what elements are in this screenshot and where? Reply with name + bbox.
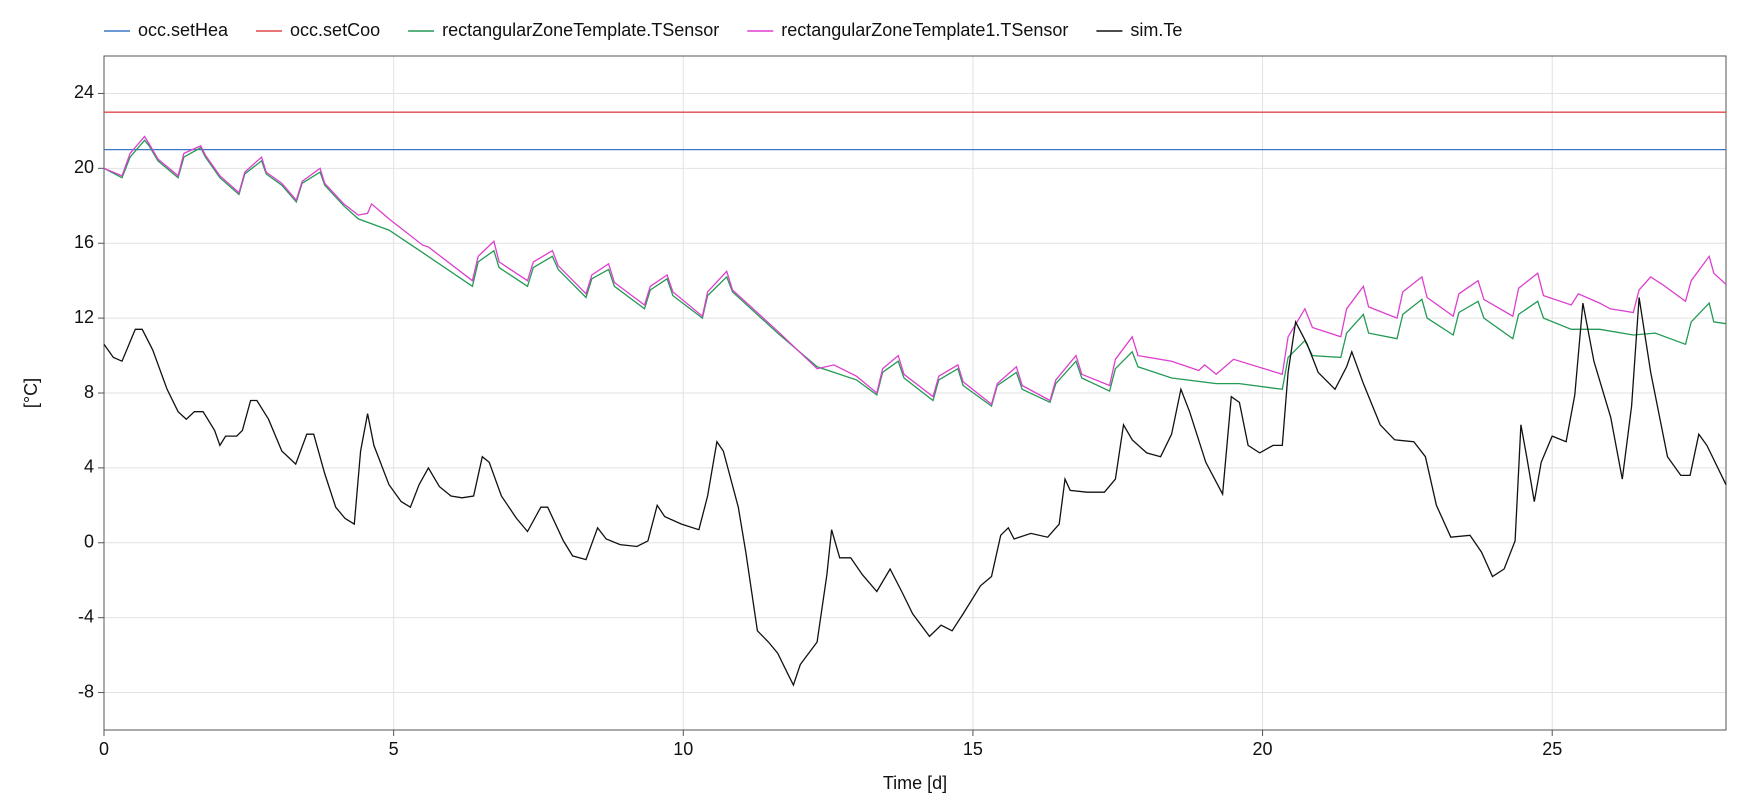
y-tick-label: 8: [84, 382, 94, 402]
y-tick-label: 0: [84, 532, 94, 552]
y-tick-label: 20: [74, 157, 94, 177]
legend-label: occ.setHea: [138, 20, 229, 40]
series-line: [103, 139, 1727, 408]
x-tick-label: 20: [1253, 739, 1273, 759]
y-tick-label: 12: [74, 307, 94, 327]
x-axis-label: Time [d]: [883, 773, 947, 793]
legend-label: occ.setCoo: [290, 20, 380, 40]
legend-label: rectangularZoneTemplate1.TSensor: [781, 20, 1068, 40]
x-tick-label: 15: [963, 739, 983, 759]
y-tick-label: 4: [84, 457, 94, 477]
x-tick-label: 5: [389, 739, 399, 759]
y-tick-label: 24: [74, 82, 94, 102]
y-tick-label: -4: [78, 606, 94, 626]
y-tick-label: 16: [74, 232, 94, 252]
legend-label: rectangularZoneTemplate.TSensor: [442, 20, 719, 40]
grid: [103, 56, 1726, 730]
series-line: [103, 297, 1727, 687]
x-tick-label: 10: [673, 739, 693, 759]
x-tick-label: 25: [1542, 739, 1562, 759]
legend-label: sim.Te: [1130, 20, 1182, 40]
series-line: [103, 135, 1727, 406]
y-tick-label: -8: [78, 681, 94, 701]
x-tick-label: 0: [99, 739, 109, 759]
y-axis-label: [°C]: [21, 378, 41, 408]
